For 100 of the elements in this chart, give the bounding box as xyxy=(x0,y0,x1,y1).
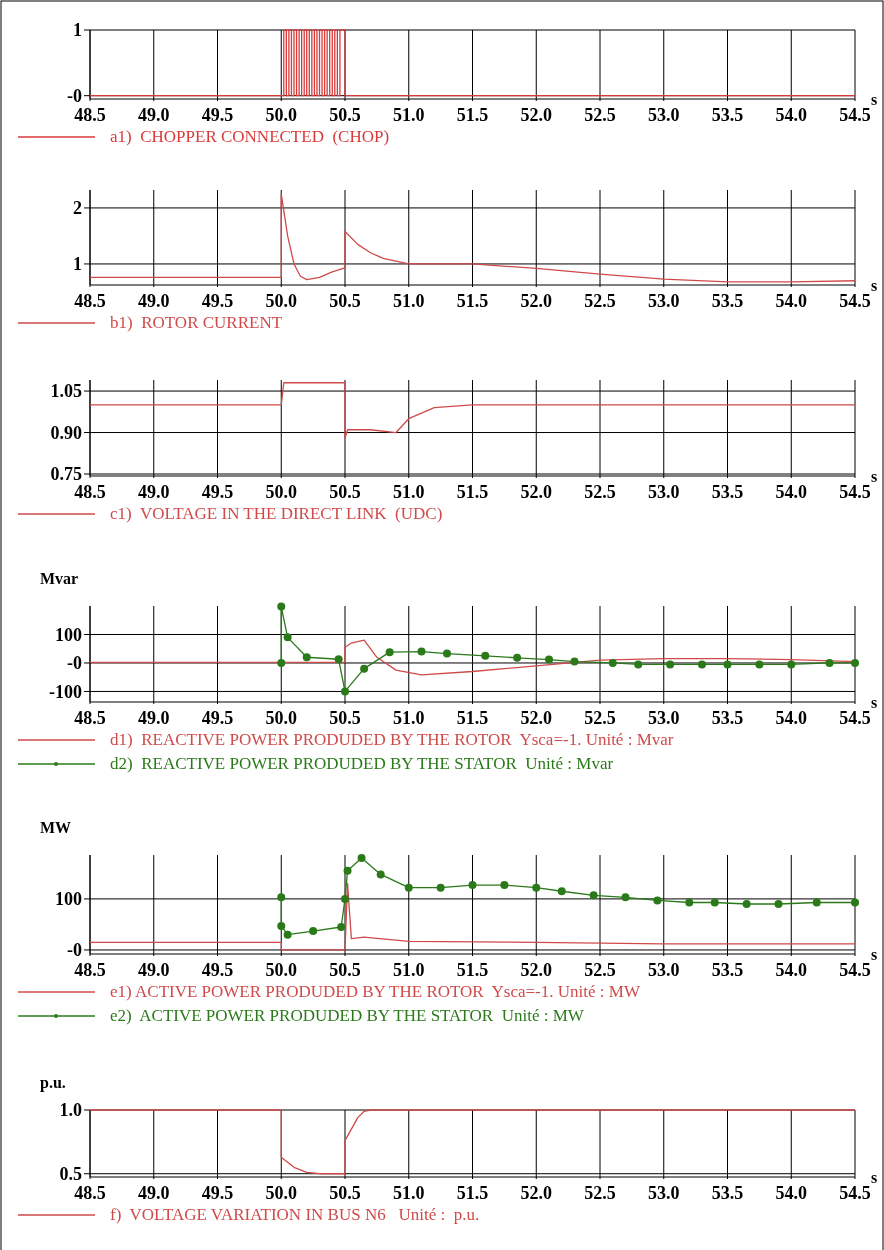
point xyxy=(334,655,343,664)
x-tick-label: 49.0 xyxy=(138,482,170,502)
point xyxy=(812,898,821,907)
y-axis-title: MW xyxy=(40,819,72,836)
point xyxy=(385,648,394,657)
point xyxy=(653,896,662,905)
point xyxy=(685,898,694,907)
point xyxy=(404,883,413,892)
x-tick-label: 53.0 xyxy=(648,960,680,980)
x-tick-label: 53.0 xyxy=(648,708,680,728)
point xyxy=(710,898,719,907)
x-tick-label: 50.0 xyxy=(265,1183,297,1203)
x-tick-label: 54.0 xyxy=(775,482,807,502)
point xyxy=(570,657,579,666)
x-axis-title: s xyxy=(871,277,878,294)
x-tick-label: 50.0 xyxy=(265,105,297,125)
x-axis-title: s xyxy=(871,91,878,108)
x-tick-label: 49.0 xyxy=(138,1183,170,1203)
x-tick-label: 54.5 xyxy=(839,1183,871,1203)
x-tick-label: 51.5 xyxy=(456,1183,489,1203)
point xyxy=(360,664,369,673)
point xyxy=(755,660,764,669)
point xyxy=(825,658,834,667)
point xyxy=(277,921,286,930)
y-tick-label: -0 xyxy=(67,940,82,961)
x-tick-label: 50.5 xyxy=(329,960,361,980)
x-axis-title: s xyxy=(871,946,878,963)
y-tick-label: 2 xyxy=(73,198,82,219)
point xyxy=(666,660,675,669)
x-tick-label: 52.0 xyxy=(520,291,552,311)
x-tick-label: 49.5 xyxy=(201,708,234,728)
point xyxy=(698,660,706,669)
x-tick-label: 48.5 xyxy=(74,105,106,125)
point xyxy=(343,866,352,875)
x-tick-label: 53.0 xyxy=(648,291,680,311)
x-tick-label: 48.5 xyxy=(74,1183,106,1203)
x-tick-label: 51.0 xyxy=(393,105,425,125)
x-tick-label: 49.5 xyxy=(201,291,234,311)
y-tick-label: 100 xyxy=(55,889,82,910)
x-tick-label: 54.5 xyxy=(839,482,871,502)
x-tick-label: 51.0 xyxy=(393,708,425,728)
y-tick-label: 0.90 xyxy=(50,422,82,443)
y-tick-label: -100 xyxy=(49,681,82,702)
point xyxy=(341,687,349,696)
y-tick-label: 1.0 xyxy=(59,1100,82,1121)
y-tick-label: 0.75 xyxy=(50,464,82,485)
x-axis-title: s xyxy=(871,468,878,485)
x-axis-title: s xyxy=(871,694,878,711)
x-tick-label: 49.5 xyxy=(201,1183,234,1203)
x-tick-label: 49.0 xyxy=(138,291,170,311)
y-tick-label: 1 xyxy=(73,254,82,275)
point xyxy=(302,653,311,662)
point xyxy=(436,883,445,892)
x-tick-label: 53.0 xyxy=(648,105,680,125)
y-tick-label: 100 xyxy=(55,624,82,645)
x-tick-label: 52.5 xyxy=(584,105,616,125)
x-tick-label: 52.0 xyxy=(520,960,552,980)
x-tick-label: 52.5 xyxy=(584,482,616,502)
x-tick-label: 53.5 xyxy=(711,708,744,728)
point xyxy=(774,900,783,909)
point xyxy=(634,660,643,669)
x-tick-label: 52.5 xyxy=(584,960,616,980)
x-tick-label: 50.0 xyxy=(265,960,297,980)
x-tick-label: 50.0 xyxy=(265,291,297,311)
line-series xyxy=(89,382,856,439)
x-tick-label: 50.5 xyxy=(329,482,361,502)
x-axis-title: s xyxy=(871,1169,878,1186)
point xyxy=(742,900,751,909)
legend-label: e1) ACTIVE POWER PRODUDED BY THE ROTOR Ysca=-1. Unité : MW xyxy=(110,982,641,1001)
y-tick-label: 0.5 xyxy=(59,1164,82,1185)
point xyxy=(532,883,541,892)
point xyxy=(513,653,522,662)
x-tick-label: 54.0 xyxy=(775,291,807,311)
x-tick-label: 49.0 xyxy=(138,960,170,980)
x-tick-label: 49.0 xyxy=(138,708,170,728)
y-tick-label: -0 xyxy=(67,653,82,674)
x-tick-label: 50.0 xyxy=(265,482,297,502)
x-tick-label: 53.0 xyxy=(648,1183,680,1203)
x-tick-label: 49.5 xyxy=(201,482,234,502)
point xyxy=(357,854,366,863)
point xyxy=(443,649,451,658)
x-tick-label: 52.0 xyxy=(520,482,552,502)
y-axis-title: Mvar xyxy=(40,570,79,587)
x-tick-label: 52.0 xyxy=(520,708,552,728)
x-tick-label: 54.0 xyxy=(775,708,807,728)
legend-label: f) VOLTAGE VARIATION IN BUS N6 Unité : p.u. xyxy=(110,1205,480,1224)
point xyxy=(283,633,292,642)
x-tick-label: 51.0 xyxy=(393,291,425,311)
point xyxy=(621,893,630,902)
legend-label: e2) ACTIVE POWER PRODUDED BY THE STATOR Unité : MW xyxy=(110,1006,585,1025)
y-axis-title: p.u. xyxy=(40,1074,66,1092)
point xyxy=(589,891,598,900)
x-tick-label: 51.5 xyxy=(456,291,489,311)
point xyxy=(557,887,566,896)
x-tick-label: 49.5 xyxy=(201,105,234,125)
x-tick-label: 50.5 xyxy=(329,291,361,311)
point xyxy=(337,922,346,931)
x-tick-label: 54.5 xyxy=(839,708,871,728)
point xyxy=(376,870,385,879)
x-tick-label: 50.0 xyxy=(265,708,297,728)
